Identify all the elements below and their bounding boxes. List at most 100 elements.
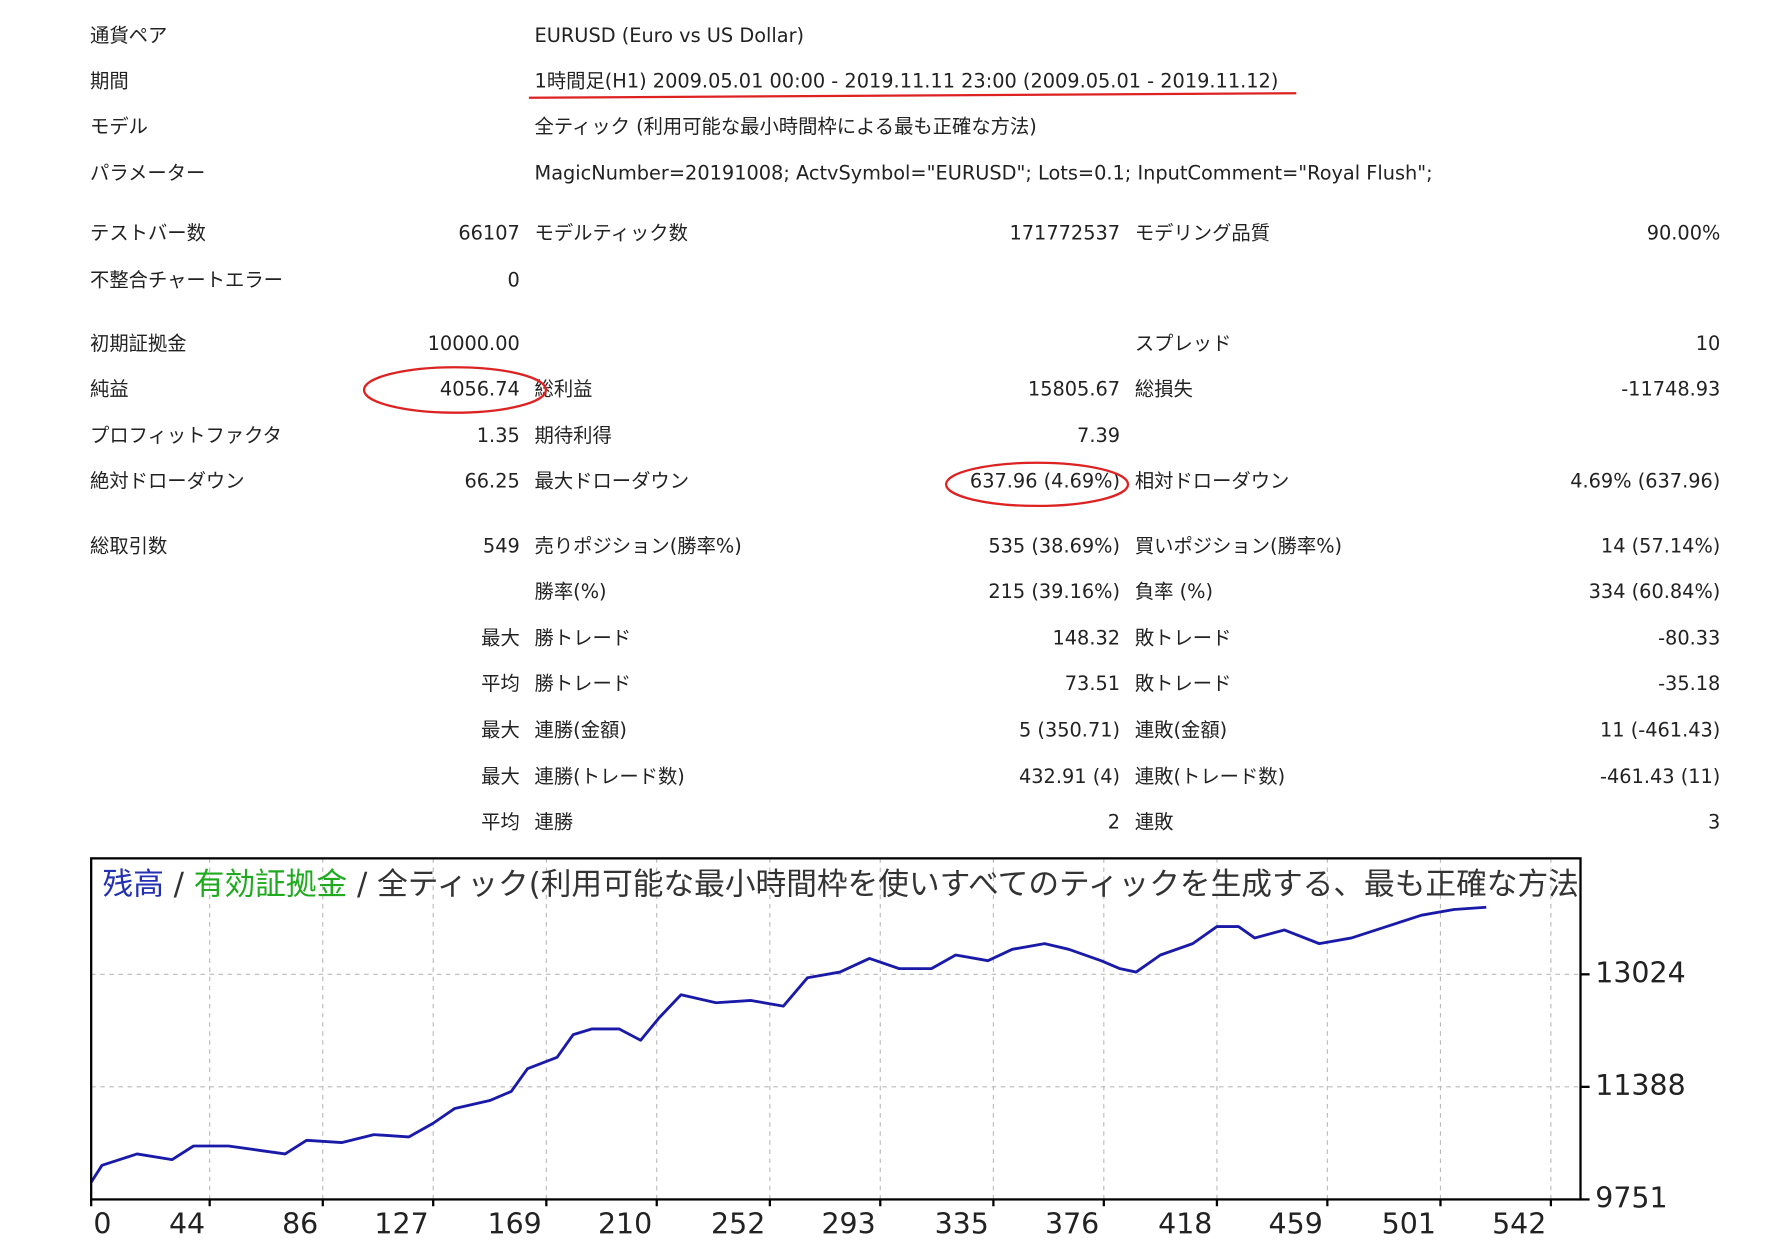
stat-label: 勝トレード [535,626,632,649]
stat-value: 4056.74 [440,377,520,400]
x-tick-label: 210 [598,1208,652,1241]
x-tick-label: 501 [1382,1208,1436,1241]
stat-label: 買いポジション(勝率%) [1135,534,1342,557]
stat-value: 最大 [481,719,520,742]
header-value: 全ティック (利用可能な最小時間枠による最も正確な方法) [535,115,1037,138]
legend-entry: 残高 [103,867,164,902]
header-label: パラメーター [90,161,205,184]
stat-value: 1.35 [477,424,520,447]
stat-label: 期待利得 [535,424,612,447]
header-value: 1時間足(H1) 2009.05.01 00:00 - 2019.11.11 2… [535,69,1279,92]
stat-value: 15805.67 [1028,377,1120,400]
stat-label: 連勝 [535,811,574,834]
stat-label: モデルティック数 [535,222,688,245]
header-value: EURUSD (Euro vs US Dollar) [535,24,804,47]
x-tick-label: 86 [282,1208,318,1241]
stat-label: 連勝(金額) [535,719,627,742]
x-tick-label: 376 [1045,1208,1099,1241]
annotation-circle [362,366,548,414]
y-tick-label: 11388 [1595,1069,1685,1102]
header-label: 通貨ペア [90,24,167,47]
stat-label: 相対ドローダウン [1135,470,1290,493]
header-value: MagicNumber=20191008; ActvSymbol="EURUSD… [535,161,1433,184]
stat-value: 3 [1708,811,1720,834]
stat-label: 初期証拠金 [90,332,187,355]
stat-value: 平均 [481,672,520,695]
stat-label: 絶対ドローダウン [90,470,245,493]
stat-value: 66107 [458,222,519,245]
stat-value: 432.91 (4) [1019,765,1120,788]
stat-value: 14 (57.14%) [1601,534,1720,557]
chart-title: 残高 / 有効証拠金 / 全ティック(利用可能な最小時間枠を使いすべてのティック… [103,867,1689,902]
stat-label: 敗トレード [1135,672,1232,695]
stat-value: 最大 [481,765,520,788]
stat-value: 73.51 [1065,672,1120,695]
stat-label: 総取引数 [90,534,167,557]
stat-label: 負率 (%) [1135,580,1213,603]
stat-value: 5 (350.71) [1019,719,1120,742]
balance-line [91,905,1487,1184]
stat-label: 敗トレード [1135,626,1232,649]
annotation-circle [944,461,1130,508]
report-table: 通貨ペア EURUSD (Euro vs US Dollar) 期間 1時間足(H1)… [90,24,1720,834]
title-separator: / [357,867,368,902]
stat-value: 10 [1696,332,1721,355]
stat-value: 2 [1108,811,1120,834]
stat-value: -80.33 [1658,626,1720,649]
stat-label: 連敗 [1135,811,1174,834]
stat-value: 215 (39.16%) [988,580,1120,603]
stat-label: 売りポジション(勝率%) [535,534,742,557]
stat-value: 334 (60.84%) [1589,580,1721,603]
stat-label: 勝トレード [535,672,632,695]
y-tick-label: 9751 [1595,1181,1667,1214]
stat-value: -11748.93 [1621,377,1720,400]
stat-value: 7.39 [1077,424,1120,447]
y-tick-label: 13024 [1595,956,1685,989]
legend-entry: 有効証拠金 [194,867,347,902]
stat-value: 549 [483,534,520,557]
stat-label: モデリング品質 [1135,222,1270,245]
stat-value: -461.43 (11) [1600,765,1720,788]
stat-value: 0 [507,268,519,291]
x-tick-label: 0 [93,1208,111,1241]
stat-value: 148.32 [1052,626,1120,649]
chart: 9751 11388 13024 0 44 86 127 169 210 252 293 335 376… [90,857,1689,1241]
stat-value: 66.25 [464,470,519,493]
x-tick-label: 169 [488,1208,542,1241]
stat-label: 最大ドローダウン [535,470,690,493]
x-tick-label: 44 [169,1208,205,1241]
stat-label: 総損失 [1135,377,1193,400]
stat-value: 637.96 (4.69%) [970,470,1120,493]
stat-label: 連敗(金額) [1135,719,1227,742]
stat-value: 171772537 [1009,222,1120,245]
stat-value: 10000.00 [428,332,520,355]
stat-label: 総利益 [535,377,593,400]
stat-value: 最大 [481,626,520,649]
x-tick-label: 335 [935,1208,989,1241]
chart-title-text: 全ティック(利用可能な最小時間枠を使いすべてのティックを生成する、最も正確な方法… [377,867,1689,902]
x-tick-label: 459 [1269,1208,1323,1241]
x-tick-label: 252 [711,1208,765,1241]
x-tick-label: 542 [1492,1208,1546,1241]
header-label: 期間 [90,69,129,92]
stat-label: 不整合チャートエラー [90,268,283,291]
title-separator: / [174,867,185,902]
stat-label: 連敗(トレード数) [1135,765,1285,788]
stat-value: -35.18 [1658,672,1720,695]
stat-label: テストバー数 [90,222,206,245]
stat-label: プロフィットファクタ [90,424,282,447]
stat-value: 535 (38.69%) [988,534,1120,557]
annotation-underline [528,92,1297,99]
x-tick-label: 418 [1158,1208,1212,1241]
stat-value: 平均 [481,811,520,834]
stat-label: 勝率(%) [535,580,607,603]
plot-border [90,857,1582,1201]
stat-label: 純益 [90,377,129,400]
stat-label: 連勝(トレード数) [535,765,685,788]
stat-value: 90.00% [1647,222,1721,245]
stat-label: スプレッド [1135,332,1232,355]
x-tick-label: 293 [821,1208,875,1241]
header-label: モデル [90,115,148,138]
